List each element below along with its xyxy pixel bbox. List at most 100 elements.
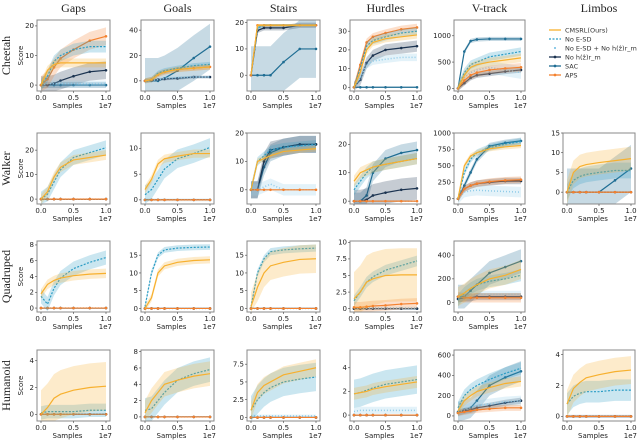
data-point: [104, 83, 108, 87]
x-axis-label: Samples: [263, 215, 293, 223]
data-point: [584, 190, 588, 194]
y-tick-label: 8: [134, 348, 138, 356]
series-line-no-e-sd: [566, 389, 631, 405]
data-point: [88, 306, 92, 310]
band-no-e-sd: [145, 244, 210, 310]
y-tick-label: 0: [30, 304, 34, 312]
x-scale-label: 1e7: [99, 323, 112, 331]
data-point: [475, 399, 479, 403]
x-tick-label: 0.0: [452, 207, 463, 215]
series-line-no-e-sd-no-h-r-m: [457, 399, 522, 413]
x-axis-label: Samples: [157, 215, 187, 223]
y-tick-label: 0: [343, 411, 347, 419]
y-tick-label: 5: [240, 287, 244, 295]
x-axis-label: Samples: [53, 215, 83, 223]
series-line-no-e-sd: [144, 63, 211, 82]
data-point: [371, 35, 375, 39]
data-point: [365, 85, 368, 89]
band-no-e-sd-no-h-r-m: [458, 290, 521, 302]
x-tick-label: 1.0: [411, 207, 422, 215]
y-tick-label: 4: [343, 364, 348, 372]
data-point: [519, 178, 523, 181]
y-tick-label: 20: [338, 46, 347, 54]
series-line-no-e-sd: [40, 46, 106, 86]
x-tick-label: 1.0: [515, 207, 526, 215]
x-scale-label: 1e7: [203, 102, 216, 110]
data-point: [163, 198, 166, 202]
series-line-cmsrl-ours-: [250, 24, 316, 76]
data-point: [143, 415, 147, 419]
panel-humanoid-goals: 0 2 4 6 8 0.0 0.5 1.0 Samples 1e7: [134, 348, 216, 440]
y-tick-label: 0: [134, 196, 138, 204]
band-no-e-sd: [251, 362, 316, 421]
data-point: [371, 304, 375, 308]
x-axis-label: Samples: [53, 432, 83, 440]
column-title: Limbos: [581, 1, 618, 15]
y-tick-label: 10: [338, 239, 347, 247]
data-point: [584, 415, 588, 418]
series-line-cmsrl-ours-: [250, 258, 317, 307]
x-scale-label: 1e7: [514, 432, 527, 440]
data-point: [371, 199, 375, 203]
x-tick-label: 0.5: [484, 94, 495, 102]
data-point: [150, 307, 153, 310]
data-point: [519, 259, 523, 263]
x-tick-label: 0.5: [68, 315, 79, 323]
y-tick-label: 0: [134, 77, 138, 85]
data-point: [503, 376, 507, 379]
y-tick-label: 600: [438, 351, 451, 359]
y-tick-label: 10: [338, 65, 347, 73]
data-point: [104, 306, 108, 310]
data-point: [469, 184, 472, 187]
series-line-cmsrl-ours-: [353, 34, 418, 88]
band-cmsrl-ours-: [41, 58, 106, 90]
x-tick-label: 0.5: [68, 94, 79, 102]
data-point: [176, 307, 179, 310]
x-scale-label: 1e7: [410, 323, 423, 331]
data-point: [192, 307, 196, 310]
y-tick-label: 20: [235, 129, 244, 137]
data-point: [415, 187, 419, 190]
data-point: [488, 384, 491, 387]
series-line-cmsrl-ours-: [353, 274, 417, 300]
x-tick-label: 0.5: [380, 207, 391, 215]
y-axis-label: Score: [17, 267, 25, 287]
x-axis-label: Samples: [469, 102, 499, 110]
data-point: [143, 198, 147, 202]
x-tick-label: 0.5: [278, 94, 289, 102]
data-point: [463, 184, 466, 187]
x-scale-label: 1e7: [309, 102, 322, 110]
y-tick-label: 10: [25, 52, 34, 60]
data-point: [208, 415, 212, 419]
data-point: [469, 39, 472, 43]
series-line-no-e-sd-no-h-r-m: [353, 56, 417, 88]
data-point: [475, 73, 479, 77]
y-tick-label: 4: [30, 357, 35, 365]
x-tick-label: 1.0: [411, 315, 422, 323]
series-line-cmsrl-ours-: [144, 66, 211, 82]
data-point: [597, 415, 601, 418]
column-title: Goals: [164, 1, 192, 15]
data-point: [365, 305, 368, 308]
series-line-cmsrl-ours-: [40, 385, 107, 415]
data-point: [59, 197, 62, 201]
x-tick-label: 0.0: [245, 424, 256, 432]
x-tick-label: 0.0: [561, 207, 572, 215]
panel-cheetah-v-track: 0 500 1000 0.0 0.5 1.0 Samples 1e7: [433, 19, 527, 110]
band-no-h-r-m: [458, 67, 521, 91]
y-tick-label: 0: [240, 305, 244, 313]
y-tick-label: 500: [438, 58, 451, 66]
x-tick-label: 0.0: [348, 94, 359, 102]
data-point: [475, 182, 479, 185]
y-tick-label: 15: [235, 252, 244, 260]
data-point: [565, 415, 569, 418]
x-tick-label: 0.0: [348, 315, 359, 323]
data-point: [488, 144, 491, 148]
y-tick-label: 7.5: [336, 255, 347, 263]
panel-cheetah-goals: 0 20 40 0.0 0.5 1.0 Samples 1e7: [129, 19, 216, 110]
band-no-e-sd: [567, 162, 631, 201]
x-axis-label: Samples: [263, 102, 293, 110]
y-tick-label: 4: [556, 351, 561, 359]
y-tick-label: 10: [129, 145, 138, 153]
band-aps: [458, 63, 521, 91]
